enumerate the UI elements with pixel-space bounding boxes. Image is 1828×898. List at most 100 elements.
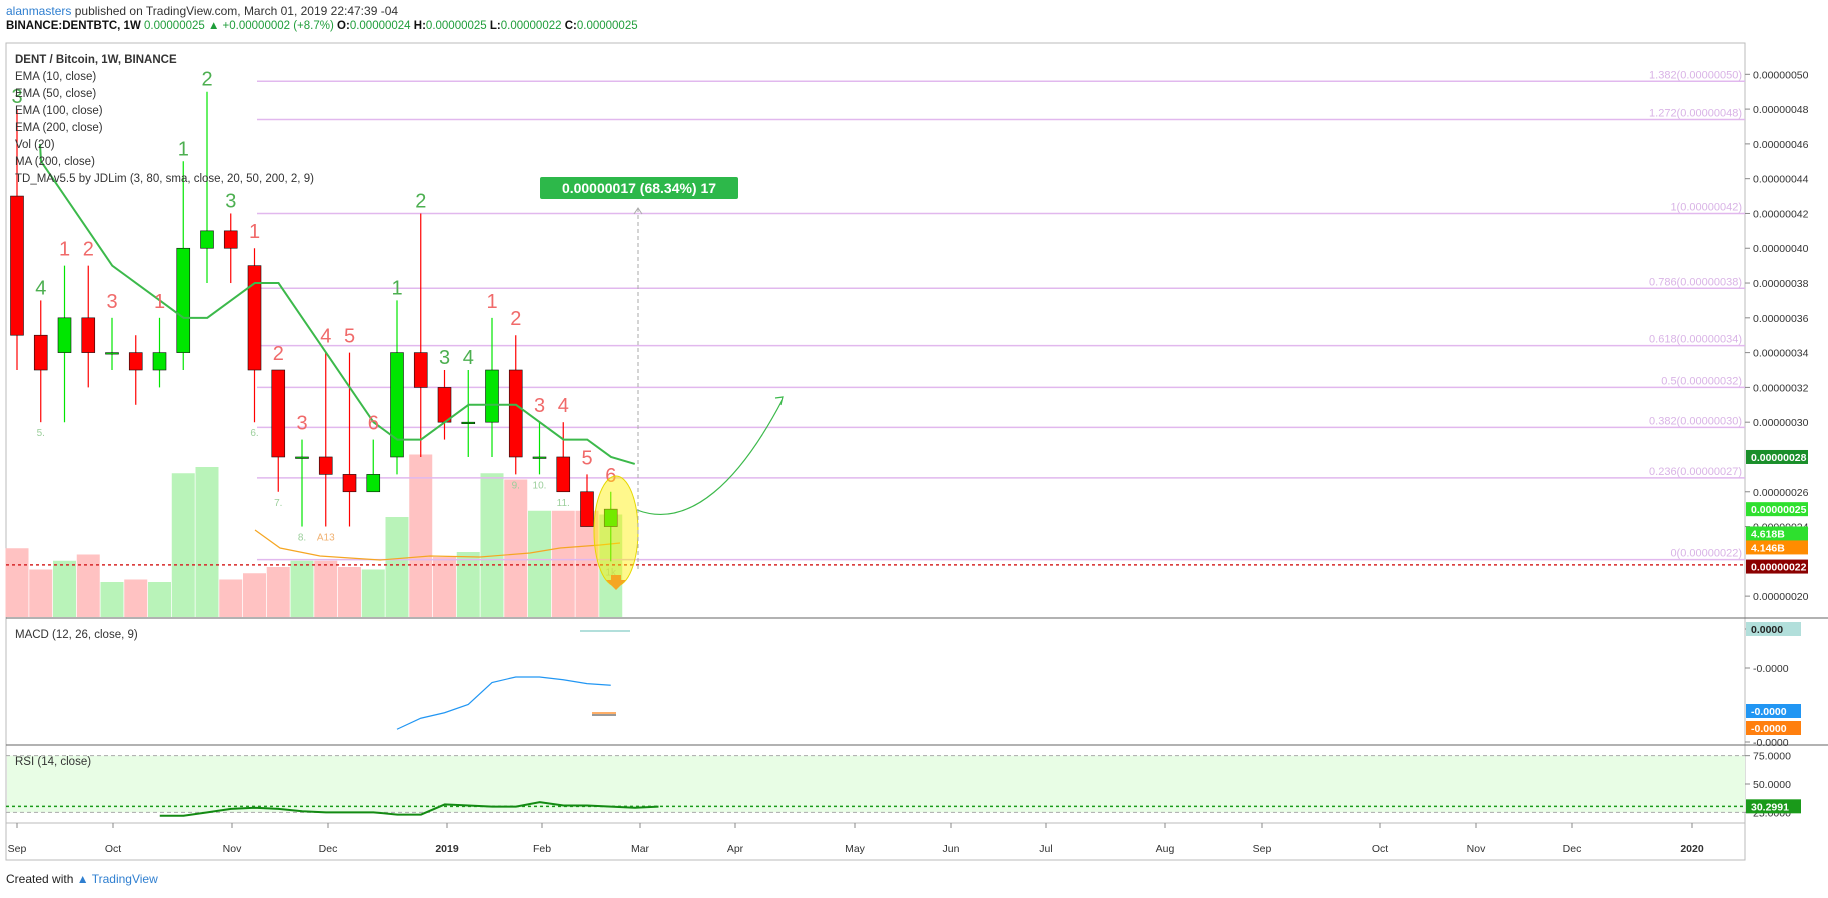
time-axis-label: Feb (533, 843, 551, 855)
volume-bar (124, 579, 148, 617)
price-axis-label: 0.00000050 (1753, 69, 1809, 81)
legend-item-td[interactable]: TD_MAv5.5 by JDLim (3, 80, sma, close, 2… (15, 173, 314, 185)
price-tag-box (1746, 559, 1808, 574)
candle-body (105, 352, 119, 355)
td-count-label: 3 (225, 190, 236, 212)
price-axis-label: 0.00000020 (1753, 591, 1809, 603)
macd-tag-text: -0.0000 (1751, 723, 1787, 735)
td-count-label: 1 (59, 239, 70, 261)
rsi-line (159, 801, 659, 817)
rsi-axis-label: 75.0000 (1753, 751, 1791, 763)
macd-axis-label: -0.0000 (1753, 663, 1789, 675)
macd-label[interactable]: MACD (12, 26, close, 9) (15, 629, 138, 641)
price-tag-text: 0.00000025 (1751, 504, 1807, 516)
author-link[interactable]: alanmasters (6, 4, 72, 18)
td-count-label: 2 (83, 239, 94, 261)
indicator-legend: DENT / Bitcoin, 1W, BINANCE EMA (10, clo… (15, 52, 314, 188)
volume-bar (148, 582, 171, 617)
fib-level-label: 1.382(0.00000050) (1649, 69, 1742, 81)
legend-item-vol[interactable]: Vol (20) (15, 139, 55, 151)
legend-item-ema10[interactable]: EMA (10, close) (15, 71, 97, 83)
td-count-label: 2 (510, 308, 521, 330)
price-axis-label: 0.00000044 (1753, 174, 1809, 186)
candle-body (57, 317, 72, 353)
candle-body (366, 474, 381, 493)
candle-body (532, 456, 547, 459)
publish-header: alanmasters published on TradingView.com… (6, 4, 398, 18)
open-label: O: (337, 20, 350, 32)
highlight-ellipse (593, 475, 639, 587)
macd-tag-text: 0.0000 (1751, 624, 1783, 636)
time-axis-label: Jul (1039, 843, 1052, 855)
down-arrow-icon (606, 575, 626, 590)
high-label: H: (413, 20, 426, 32)
td-count-label: 4 (320, 326, 331, 348)
price-axis-label: 0.00000040 (1753, 243, 1809, 255)
close-value: 0.00000025 (576, 20, 638, 32)
high-value: 0.00000025 (425, 20, 487, 32)
tradingview-logo-icon: ▲ (76, 872, 89, 886)
legend-item-ema50[interactable]: EMA (50, close) (15, 88, 97, 100)
volume-bar (551, 510, 575, 617)
fib-level-label: 0.5(0.00000032) (1661, 375, 1742, 387)
macd-axis-label: -0.0000 (1753, 737, 1789, 749)
legend-item-ema200[interactable]: EMA (200, close) (15, 122, 103, 134)
footer: Created with ▲ TradingView (6, 872, 158, 886)
time-axis-label: Sep (8, 843, 27, 855)
price-tag-box (1746, 540, 1808, 555)
rsi-label[interactable]: RSI (14, close) (15, 756, 92, 768)
legend-item-ma200[interactable]: MA (200, close) (15, 156, 95, 168)
td-count-label: 1 (178, 138, 189, 160)
price-tag-text: 4.146B (1751, 542, 1785, 554)
td-count-label: 3 (534, 395, 545, 417)
td-count-label: 4 (463, 347, 474, 369)
low-label: L: (489, 20, 501, 32)
td-count-label: 1 (486, 291, 497, 313)
price-tag-box (1746, 502, 1808, 517)
volume-ma-line (254, 529, 621, 561)
created-with-text: Created with (6, 872, 74, 886)
candle-body (508, 369, 523, 458)
fib-level-label: 0.786(0.00000038) (1649, 276, 1742, 288)
legend-item-ema100[interactable]: EMA (100, close) (15, 105, 103, 117)
td-count-label: 3 (106, 291, 117, 313)
price-axis-label: 0.00000046 (1753, 139, 1809, 151)
td-count-label: 3 (11, 86, 22, 108)
macd-tag-box (1746, 704, 1801, 718)
rsi-tag-text: 30.2991 (1751, 801, 1789, 813)
volume-bar (171, 473, 195, 617)
time-axis-label: Nov (1467, 843, 1486, 855)
td-count-label: 4 (558, 395, 569, 417)
price-axis-label: 0.00000030 (1753, 417, 1809, 429)
volume-bar (338, 567, 361, 617)
td-setup-label: 7. (274, 498, 282, 509)
volume-bar (456, 552, 480, 617)
projection-arrow-icon (774, 396, 784, 406)
candle-body (556, 456, 571, 493)
macd-tag-text: -0.0000 (1751, 706, 1787, 718)
price-axis-label: 0.00000038 (1753, 278, 1809, 290)
tradingview-link[interactable]: TradingView (91, 872, 158, 886)
measure-label-box (540, 177, 738, 199)
projection-curve (636, 399, 783, 515)
td-count-label: 3 (439, 347, 450, 369)
rsi-band (7, 755, 1745, 813)
ohlc-header: BINANCE:DENTBTC, 1W 0.00000025 ▲ +0.0000… (6, 20, 638, 32)
volume-bar (433, 557, 456, 617)
volume-bar (599, 514, 623, 617)
time-axis-label: Oct (1372, 843, 1388, 855)
td-setup-label: 5. (37, 428, 45, 439)
candle-body (223, 230, 238, 249)
price-axis-label: 0.00000048 (1753, 104, 1809, 116)
td-count-label: 3 (296, 413, 307, 435)
td-setup-label: 8. (298, 533, 306, 544)
candle-body (580, 491, 594, 527)
time-axis-label: Mar (631, 843, 650, 855)
candle-body (603, 508, 618, 527)
rsi-tag-box (1746, 799, 1801, 814)
td-setup-label: A13 (317, 533, 335, 544)
volume-bar (528, 510, 551, 617)
measure-arrow-icon (633, 207, 643, 215)
volume-bar (361, 569, 385, 617)
